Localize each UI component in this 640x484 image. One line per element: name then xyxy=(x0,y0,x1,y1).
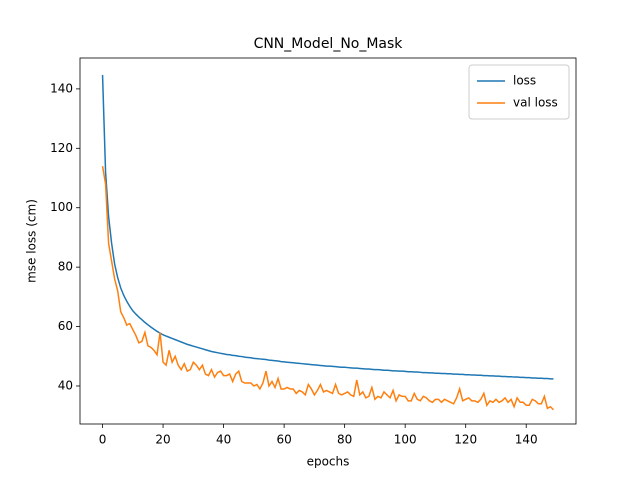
plot-frame xyxy=(79,57,577,425)
x-tick-label: 40 xyxy=(216,433,231,447)
x-tick-label: 140 xyxy=(515,433,538,447)
line-series xyxy=(101,74,554,380)
x-tick-label: 100 xyxy=(394,433,417,447)
x-axis-label: epochs xyxy=(307,455,350,469)
legend-box xyxy=(468,64,570,120)
x-tick-label: 120 xyxy=(454,433,477,447)
y-axis-label: mse loss (cm) xyxy=(25,199,39,283)
y-tick-label: 80 xyxy=(58,260,73,274)
x-tick-label: 60 xyxy=(276,433,291,447)
line-series xyxy=(101,166,554,411)
y-tick-label: 100 xyxy=(50,200,73,214)
legend-label: val loss xyxy=(513,96,558,110)
legend-label: loss xyxy=(513,74,536,88)
x-tick-label: 20 xyxy=(155,433,170,447)
y-tick-label: 40 xyxy=(58,378,73,392)
x-tick-label: 0 xyxy=(99,433,107,447)
y-tick-label: 120 xyxy=(50,141,73,155)
chart-title: CNN_Model_No_Mask xyxy=(254,36,404,52)
x-tick-label: 80 xyxy=(337,433,352,447)
y-tick-label: 60 xyxy=(58,319,73,333)
y-tick-label: 140 xyxy=(50,81,73,95)
